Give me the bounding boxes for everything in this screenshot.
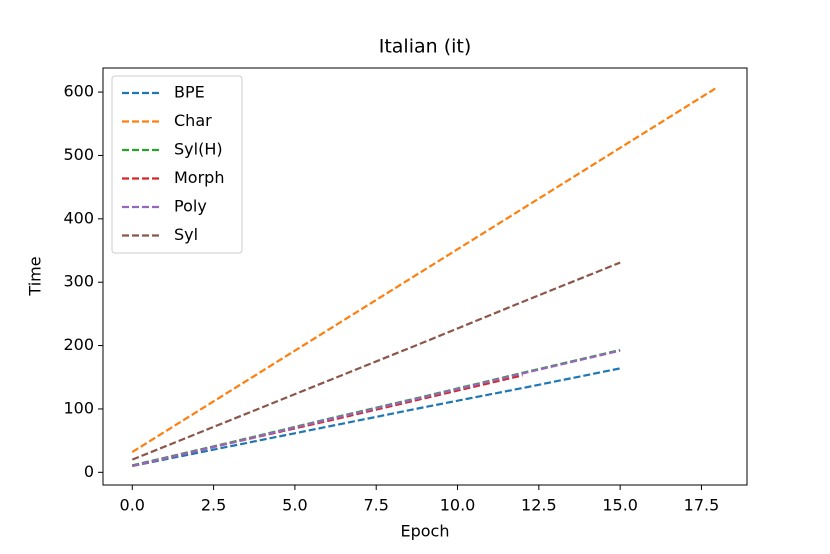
series-line (131, 86, 719, 453)
chart-title: Italian (it) (379, 36, 472, 58)
x-tick-label: 0.0 (120, 496, 145, 515)
series-line (132, 367, 621, 468)
plot-frame (102, 67, 748, 486)
legend-label: Syl (174, 225, 198, 244)
x-tick-label: 10.0 (440, 496, 476, 515)
x-tick-label: 17.5 (684, 496, 720, 515)
y-tick-label: 500 (63, 145, 94, 164)
x-tick-label: 12.5 (521, 496, 557, 515)
y-tick-label: 200 (63, 335, 94, 354)
y-axis-label: Time (26, 256, 45, 296)
legend-label: Morph (174, 168, 224, 187)
legend-box (111, 75, 243, 254)
y-tick-label: 100 (63, 398, 94, 417)
x-tick-label: 5.0 (282, 496, 307, 515)
legend-label: Syl(H) (174, 140, 223, 159)
legend-label: BPE (174, 83, 205, 102)
y-tick-label: 600 (63, 82, 94, 101)
series-line (131, 261, 621, 461)
series-line (132, 349, 621, 468)
legend-label: Poly (174, 197, 207, 216)
y-tick-label: 0 (84, 462, 94, 481)
x-tick-label: 2.5 (201, 496, 226, 515)
x-tick-label: 7.5 (363, 496, 388, 515)
legend-label: Char (174, 111, 212, 130)
y-tick-label: 300 (63, 272, 94, 291)
y-tick-label: 400 (63, 208, 94, 227)
x-tick-label: 15.0 (602, 496, 638, 515)
x-axis-label: Epoch (401, 522, 450, 541)
